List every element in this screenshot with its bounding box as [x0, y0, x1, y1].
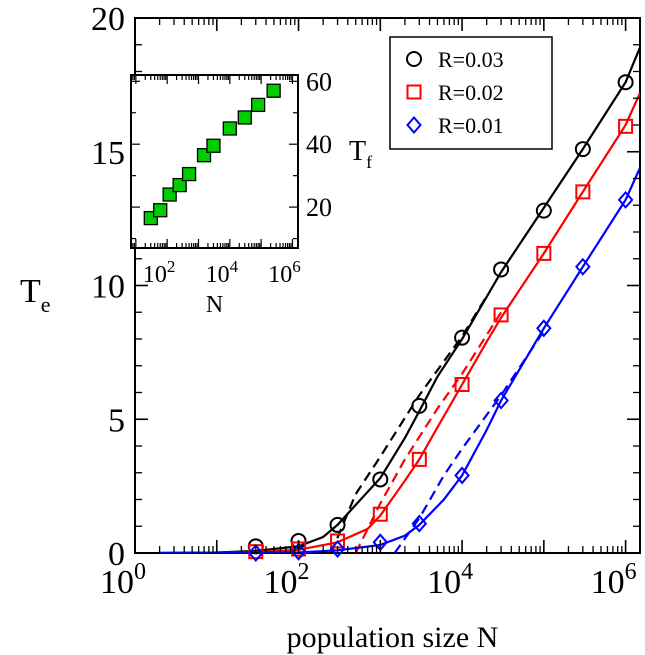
data-point-series-2 [493, 391, 509, 410]
data-point-series-0 [493, 261, 510, 278]
inset-x-tick-label-base: 10 [143, 262, 167, 288]
inset-data-point [172, 177, 187, 193]
x-tick-label-exponent: 0 [134, 559, 146, 585]
data-point-series-0 [574, 141, 591, 158]
data-point-series-1 [372, 506, 388, 522]
legend-label-2: R=0.01 [438, 113, 504, 138]
dashed-curve-series-1 [354, 311, 503, 553]
data-point-series-1 [493, 307, 509, 323]
inset-y-axis-title: Tf [349, 136, 372, 172]
x-tick-label-base: 10 [427, 564, 461, 601]
data-point-series-1 [618, 118, 634, 134]
inset-x-tick-label-base: 10 [206, 262, 230, 288]
x-axis-title: population size N [287, 621, 499, 654]
inset-plot-frame [130, 74, 299, 249]
y-axis-title-subscript: e [41, 292, 51, 317]
inset-x-tick-label-base: 10 [268, 262, 292, 288]
inset-y-tick-label: 40 [306, 130, 332, 159]
inset-data-point [237, 110, 252, 125]
data-point-series-2 [617, 190, 634, 209]
inset-y-axis-title-main: T [349, 136, 366, 167]
x-tick-label-base: 10 [264, 564, 298, 601]
x-tick-label-exponent: 4 [461, 559, 473, 585]
inset-data-point [181, 166, 197, 182]
main-markers [247, 74, 634, 563]
data-point-series-0 [411, 397, 428, 414]
dashed-curve-series-0 [330, 295, 488, 553]
inset-data-point [222, 121, 237, 136]
data-point-series-0 [454, 329, 471, 346]
x-tick-label-exponent: 2 [298, 559, 310, 585]
data-point-series-2 [575, 257, 591, 276]
inset-x-tick-label: 102 [143, 257, 176, 288]
inset-x-tick-label: 106 [268, 257, 301, 288]
legend-marker-0 [406, 51, 422, 67]
inset-data-point [266, 83, 281, 98]
data-point-series-2 [454, 466, 470, 485]
y-tick-label: 15 [91, 135, 125, 172]
legend: R=0.03 R=0.02 R=0.01 [389, 36, 553, 150]
inset-y-axis-title-subscript: f [366, 152, 372, 172]
x-tick-label: 104 [427, 559, 473, 601]
data-point-series-0 [329, 516, 346, 533]
data-point-series-2 [536, 319, 552, 338]
inset-ticks [131, 75, 298, 248]
x-tick-label-base: 10 [591, 564, 625, 601]
x-tick-label: 102 [264, 559, 310, 601]
y-tick-label: 20 [91, 1, 125, 38]
y-axis-title-main: T [20, 273, 41, 310]
data-point-series-1 [575, 184, 591, 200]
data-point-series-1 [411, 451, 427, 467]
data-point-series-1 [536, 245, 552, 261]
inset-y-tick-label: 20 [306, 193, 332, 222]
legend-label-1: R=0.02 [438, 80, 504, 105]
inset-data-point [153, 203, 168, 218]
x-tick-label-exponent: 6 [625, 559, 637, 585]
y-tick-label: 10 [91, 269, 125, 306]
inset-x-axis-title: N [206, 292, 223, 318]
dashed-curve-series-2 [393, 330, 545, 553]
y-axis-title: Te [20, 273, 51, 317]
data-point-series-2 [247, 543, 264, 563]
inset-data-point [250, 97, 266, 113]
y-tick-label: 0 [108, 536, 125, 573]
legend-marker-1 [406, 84, 422, 100]
legend-label-0: R=0.03 [438, 47, 504, 72]
inset-data-point [206, 138, 221, 153]
y-tick-label: 5 [108, 402, 125, 439]
legend-marker-2 [406, 115, 422, 135]
inset-y-tick-label: 60 [306, 67, 332, 96]
data-point-series-2 [411, 514, 428, 533]
data-point-series-0 [535, 202, 552, 219]
x-tick-label: 100 [100, 559, 146, 601]
legend-items: R=0.03 R=0.02 R=0.01 [406, 47, 504, 138]
main-ticks [135, 17, 640, 554]
inset-x-tick-label-exponent: 6 [292, 257, 301, 276]
x-tick-label: 106 [591, 559, 637, 601]
inset-x-tick-label-exponent: 4 [230, 257, 239, 276]
x-tick-label-base: 10 [100, 564, 134, 601]
inset-x-tick-label: 104 [206, 257, 239, 288]
inset-x-tick-label-exponent: 2 [167, 257, 176, 276]
data-point-series-0 [617, 74, 634, 91]
main-curves [159, 46, 640, 553]
solid-curve-series-0 [159, 46, 640, 553]
inset-markers [143, 83, 281, 226]
data-point-series-1 [454, 376, 470, 392]
data-point-series-0 [372, 471, 389, 488]
solid-curve-series-1 [159, 92, 640, 553]
data-point-series-2 [329, 539, 346, 559]
